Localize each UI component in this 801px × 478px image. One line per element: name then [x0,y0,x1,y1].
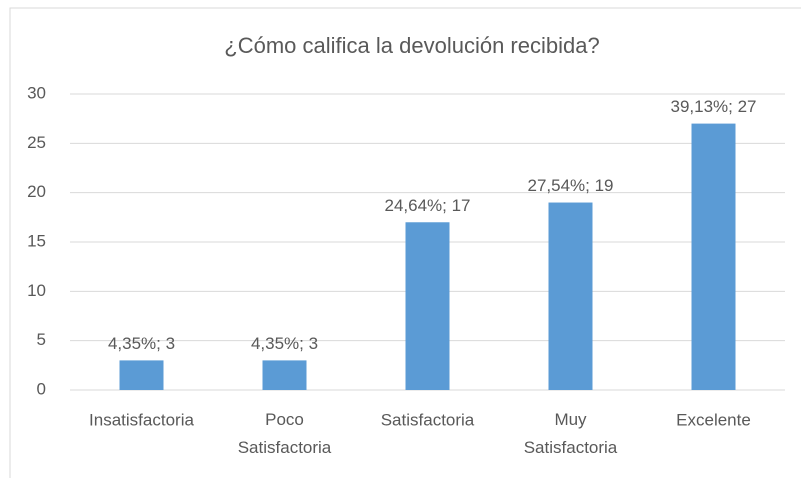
bar [691,123,736,390]
y-tick-label: 20 [27,182,46,201]
y-tick-label: 25 [27,133,46,152]
data-label: 24,64%; 17 [384,196,470,215]
data-label: 4,35%; 3 [251,334,318,353]
bar [548,202,593,390]
bar [262,360,307,390]
data-label: 27,54%; 19 [527,176,613,195]
x-tick-label: Excelente [676,410,751,429]
x-tick-label: Muy Satisfactoria [524,410,618,457]
chart-title: ¿Cómo califica la devolución recibida? [224,33,599,58]
bar [119,360,164,390]
y-tick-label: 15 [27,231,46,250]
x-tick-label: Insatisfactoria [89,410,194,429]
x-tick-label: Satisfactoria [381,410,475,429]
bar [405,222,450,390]
data-label: 39,13%; 27 [670,97,756,116]
y-tick-label: 5 [37,330,46,349]
chart-frame [9,7,801,478]
data-label: 4,35%; 3 [108,334,175,353]
y-tick-label: 0 [37,379,46,398]
y-tick-label: 30 [27,83,46,102]
y-tick-label: 10 [27,281,46,300]
x-tick-label: Poco Satisfactoria [238,410,332,457]
